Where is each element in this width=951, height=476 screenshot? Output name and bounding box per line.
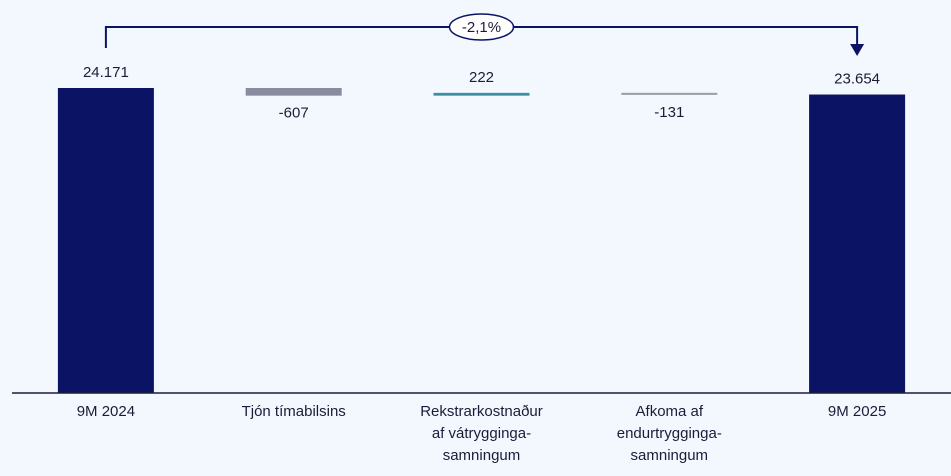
x-tick-label: Tjón tímabilsins	[241, 403, 346, 420]
arrow-head	[850, 44, 865, 56]
bar	[809, 94, 906, 393]
value-label: 23.654	[834, 70, 880, 87]
bar	[433, 92, 530, 96]
x-tick-label: Afkoma af endurtrygginga- samningum	[616, 403, 722, 464]
value-label: -607	[279, 105, 309, 122]
value-label: -131	[654, 104, 684, 121]
value-label: 24.171	[83, 64, 129, 81]
x-tick-label: 9M 2024	[76, 403, 136, 420]
bar	[57, 88, 154, 393]
annotation: -2,1%	[462, 19, 501, 36]
bar	[245, 88, 342, 96]
x-tick-label: Rekstrarkostnaður af vátrygginga- samnin…	[420, 403, 543, 464]
annotation-oval	[448, 13, 515, 41]
x-tick-label: 9M 2025	[827, 403, 887, 420]
bar	[621, 92, 718, 95]
value-label: 222	[469, 69, 494, 86]
